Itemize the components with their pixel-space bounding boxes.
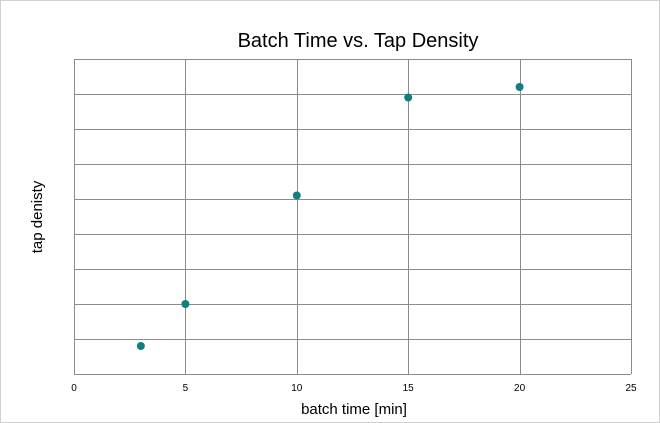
data-point (292, 191, 301, 200)
x-tick-label: 25 (625, 383, 637, 394)
data-point (515, 83, 524, 91)
x-tick-label: 0 (71, 383, 77, 394)
x-tick-label: 15 (403, 383, 415, 394)
chart-title: Batch Time vs. Tap Density (238, 30, 479, 52)
y-axis-label: tap denisty (29, 180, 46, 253)
tick-layer: 0 5 10 15 20 25 (71, 383, 637, 394)
grid-layer (74, 59, 632, 375)
data-point (136, 342, 145, 350)
data-point (181, 300, 190, 308)
x-tick-label: 20 (514, 383, 526, 394)
data-point (404, 93, 413, 102)
x-tick-label: 10 (291, 383, 303, 394)
x-tick-label: 5 (183, 383, 189, 394)
x-axis-label: batch time [min] (301, 401, 407, 418)
point-layer (136, 83, 524, 350)
